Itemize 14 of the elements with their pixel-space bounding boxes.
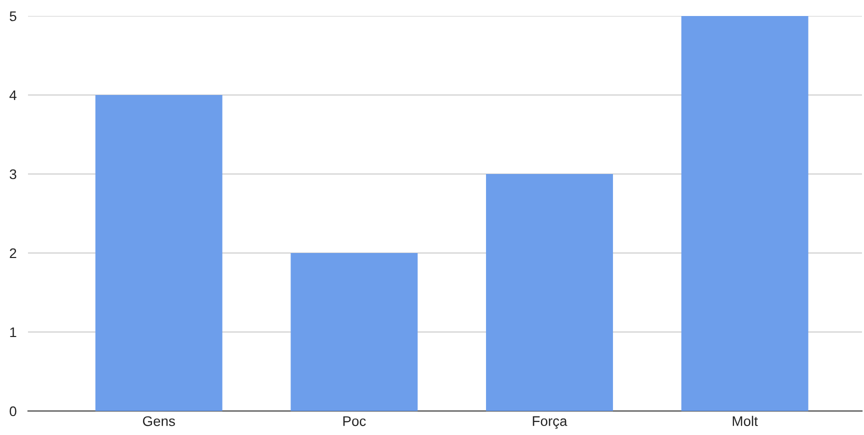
y-tick-label: 4 [9, 90, 16, 100]
x-tick-label: Gens [142, 416, 175, 426]
bar [95, 95, 222, 411]
y-tick-label: 0 [10, 406, 16, 416]
x-tick-label: Força [532, 416, 568, 429]
y-tick-label: 2 [10, 248, 16, 258]
bar [290, 253, 418, 411]
y-tick-label: 5 [10, 11, 16, 22]
bar [681, 16, 808, 411]
y-tick-label: 1 [10, 327, 16, 338]
bar [486, 174, 613, 411]
x-tick-label: Molt [732, 416, 758, 426]
y-tick-label: 3 [10, 169, 16, 180]
x-tick-label: Poc [343, 416, 366, 426]
